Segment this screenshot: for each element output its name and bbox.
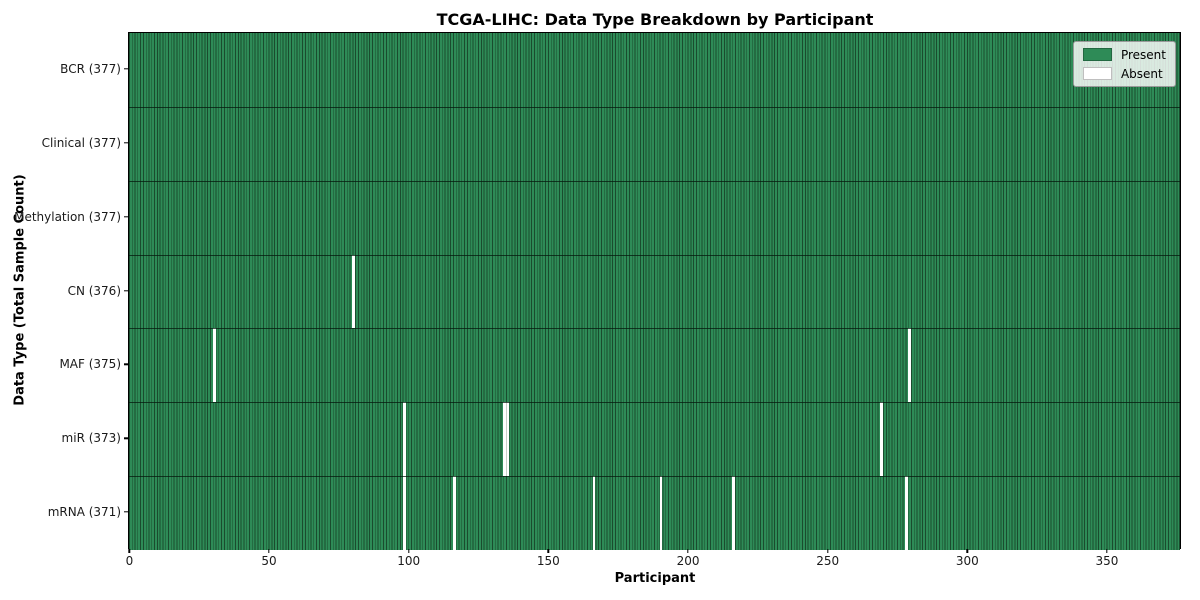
heatmap-row-mRNA: [129, 476, 1180, 550]
row-separator: [129, 328, 1180, 330]
row-separator: [129, 106, 1180, 108]
x-tick-label: 350: [1095, 554, 1119, 568]
legend-entry-absent: Absent: [1082, 66, 1166, 81]
x-tick-mark: [1106, 549, 1108, 553]
x-tick-label: 100: [397, 554, 421, 568]
heatmap-row-Methylation: [129, 180, 1180, 255]
y-tick-mark: [124, 215, 128, 218]
x-tick-mark: [687, 549, 689, 553]
y-tick-mark: [124, 68, 128, 70]
x-tick-mark: [547, 549, 550, 553]
absent-cell: [212, 328, 216, 403]
absent-cell: [659, 476, 663, 550]
absent-cell: [880, 402, 884, 477]
legend: Present Absent: [1072, 41, 1176, 87]
x-tick-label: 300: [955, 554, 979, 568]
heatmap-row-CN: [129, 254, 1180, 329]
absent-cell: [402, 476, 406, 550]
x-axis-label: Participant: [614, 571, 696, 586]
y-tick-label: Clinical (377): [41, 135, 121, 150]
y-tick-label: MAF (375): [59, 357, 121, 372]
y-tick-mark: [124, 437, 128, 439]
y-tick-label: BCR (377): [60, 61, 121, 76]
y-tick-mark: [124, 142, 128, 144]
x-tick-label: 250: [816, 554, 840, 568]
plot-area: Present Absent: [128, 32, 1181, 550]
x-tick-mark: [826, 549, 829, 553]
absent-cell: [905, 476, 909, 550]
y-tick-label: CN (376): [67, 283, 121, 298]
absent-cell: [503, 402, 507, 477]
heatmap-row-BCR: [129, 33, 1180, 107]
row-separator: [129, 402, 1180, 404]
absent-cell: [506, 402, 509, 477]
absent-cell: [592, 476, 596, 550]
x-tick-label: 200: [676, 554, 700, 568]
legend-swatch-present: [1082, 48, 1112, 61]
x-tick-mark: [408, 549, 410, 553]
absent-cell: [453, 476, 456, 550]
x-tick-mark: [268, 549, 270, 553]
absent-cell-divider: [505, 402, 507, 477]
y-tick-label: Methylation (377): [14, 209, 121, 224]
x-tick-mark: [128, 549, 131, 553]
legend-label: Absent: [1120, 66, 1163, 81]
legend-swatch-absent: [1082, 67, 1112, 80]
absent-cell: [908, 328, 912, 403]
legend-entry-present: Present: [1082, 47, 1166, 62]
absent-cell: [402, 402, 406, 477]
heatmap-row-Clinical: [129, 106, 1180, 181]
row-separator: [129, 254, 1180, 256]
y-tick-mark: [124, 363, 128, 366]
x-tick-label: 150: [536, 554, 560, 568]
absent-cell: [352, 254, 356, 329]
absent-cell: [732, 476, 736, 550]
x-tick-mark: [966, 549, 969, 553]
row-separator: [129, 180, 1180, 182]
chart-title: TCGA-LIHC: Data Type Breakdown by Partic…: [436, 10, 874, 29]
y-tick-label: mRNA (371): [47, 505, 121, 520]
x-tick-label: 0: [125, 554, 134, 568]
y-tick-mark: [124, 289, 128, 292]
heatmap-row-MAF: [129, 328, 1180, 403]
y-tick-label: miR (373): [61, 431, 121, 446]
row-separator: [129, 476, 1180, 478]
heatmap-row-miR: [129, 402, 1180, 477]
y-tick-mark: [124, 511, 128, 513]
x-tick-label: 50: [261, 554, 277, 568]
legend-label: Present: [1120, 47, 1166, 62]
